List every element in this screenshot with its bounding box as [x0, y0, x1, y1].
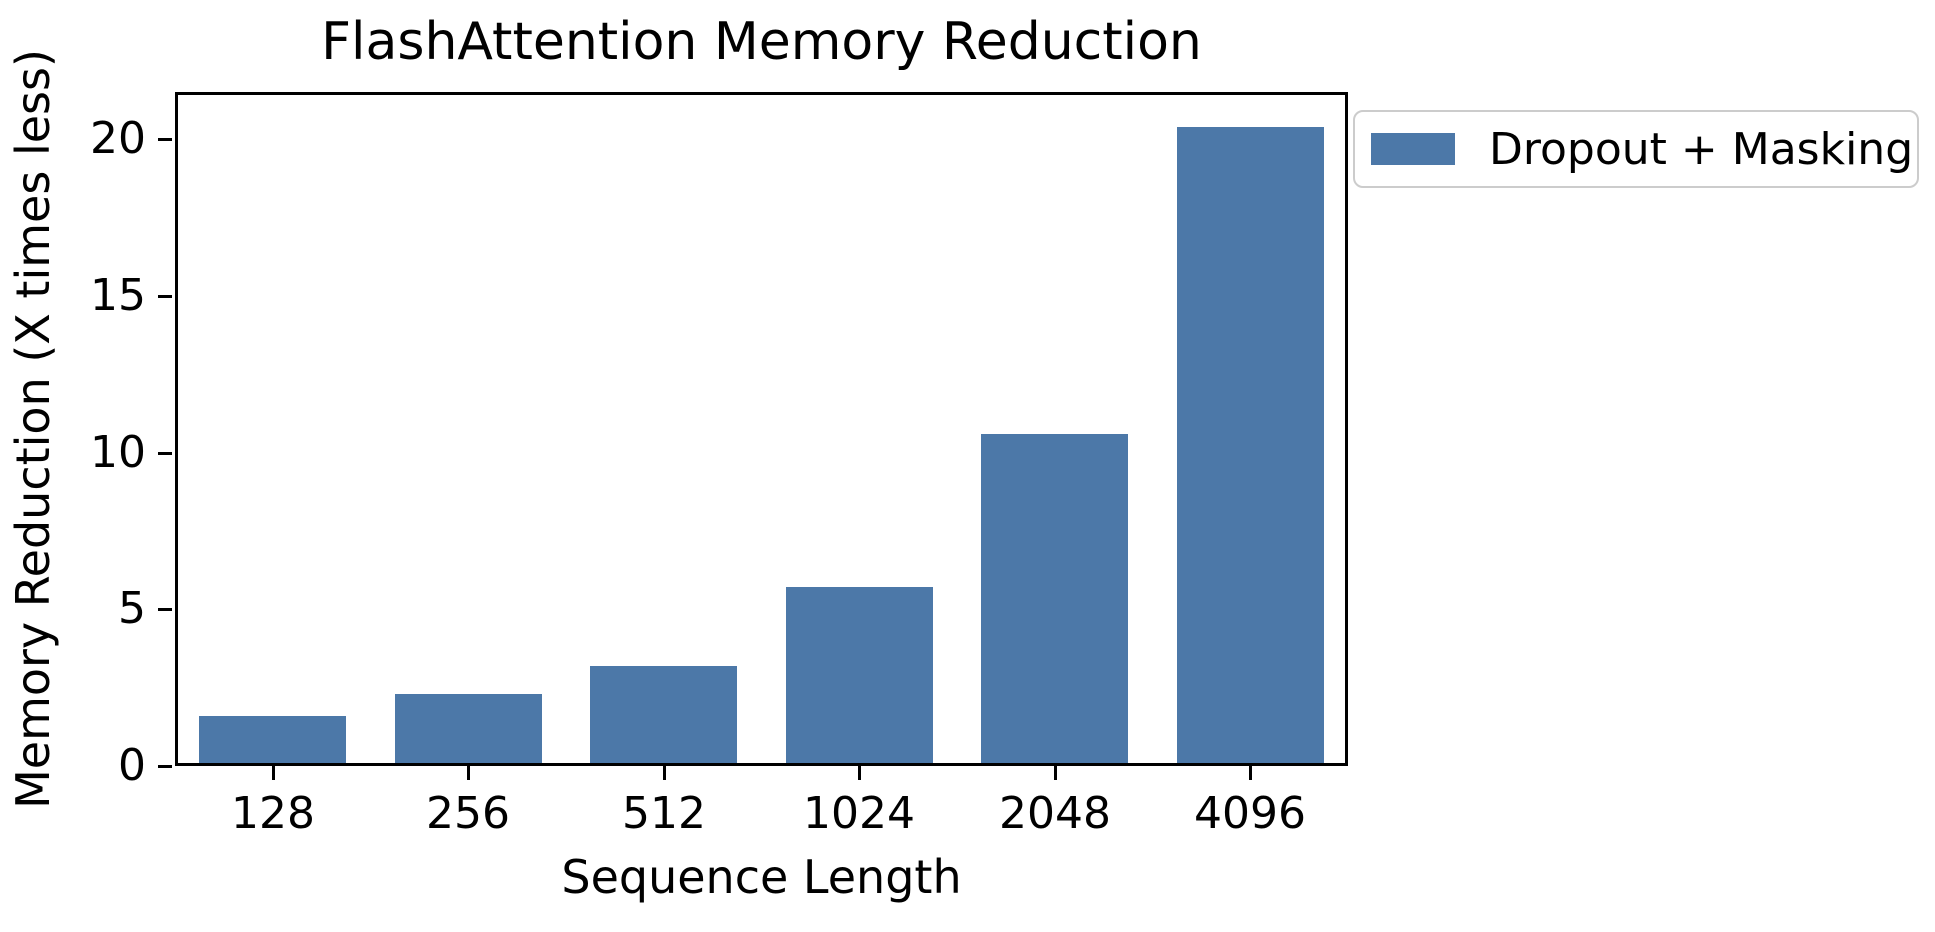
y-tick-mark-5 [158, 608, 172, 611]
bar-512 [590, 666, 737, 763]
bar-1024 [786, 587, 933, 763]
bar-4096 [1177, 127, 1324, 763]
legend: Dropout + Masking [1353, 110, 1919, 188]
plot-area [175, 92, 1348, 766]
x-tick-label-1024: 1024 [803, 788, 915, 839]
x-tick-label-128: 128 [231, 788, 315, 839]
y-tick-mark-15 [158, 295, 172, 298]
bar-256 [395, 694, 542, 763]
bar-128 [199, 716, 346, 763]
y-axis-label: Memory Reduction (X times less) [6, 49, 60, 809]
x-tick-label-256: 256 [426, 788, 510, 839]
y-tick-mark-0 [158, 765, 172, 768]
x-tick-mark-512 [663, 766, 666, 780]
y-tick-label-20: 20 [90, 113, 146, 164]
y-tick-mark-20 [158, 138, 172, 141]
x-tick-label-2048: 2048 [999, 788, 1111, 839]
x-axis-label: Sequence Length [561, 850, 962, 904]
x-tick-mark-2048 [1054, 766, 1057, 780]
legend-color-swatch [1371, 133, 1455, 165]
y-tick-label-15: 15 [90, 270, 146, 321]
legend-entry-label: Dropout + Masking [1489, 123, 1914, 175]
y-tick-label-10: 10 [90, 427, 146, 478]
x-tick-label-4096: 4096 [1194, 788, 1306, 839]
bar-2048 [981, 434, 1128, 763]
x-tick-label-512: 512 [622, 788, 706, 839]
x-tick-mark-256 [467, 766, 470, 780]
y-tick-label-0: 0 [118, 740, 146, 791]
y-tick-label-5: 5 [118, 583, 146, 634]
y-tick-mark-10 [158, 452, 172, 455]
x-tick-mark-4096 [1249, 766, 1252, 780]
x-tick-mark-128 [272, 766, 275, 780]
y-axis-label-wrap: Memory Reduction (X times less) [2, 49, 64, 809]
x-tick-mark-1024 [858, 766, 861, 780]
chart-title: FlashAttention Memory Reduction [321, 12, 1202, 72]
